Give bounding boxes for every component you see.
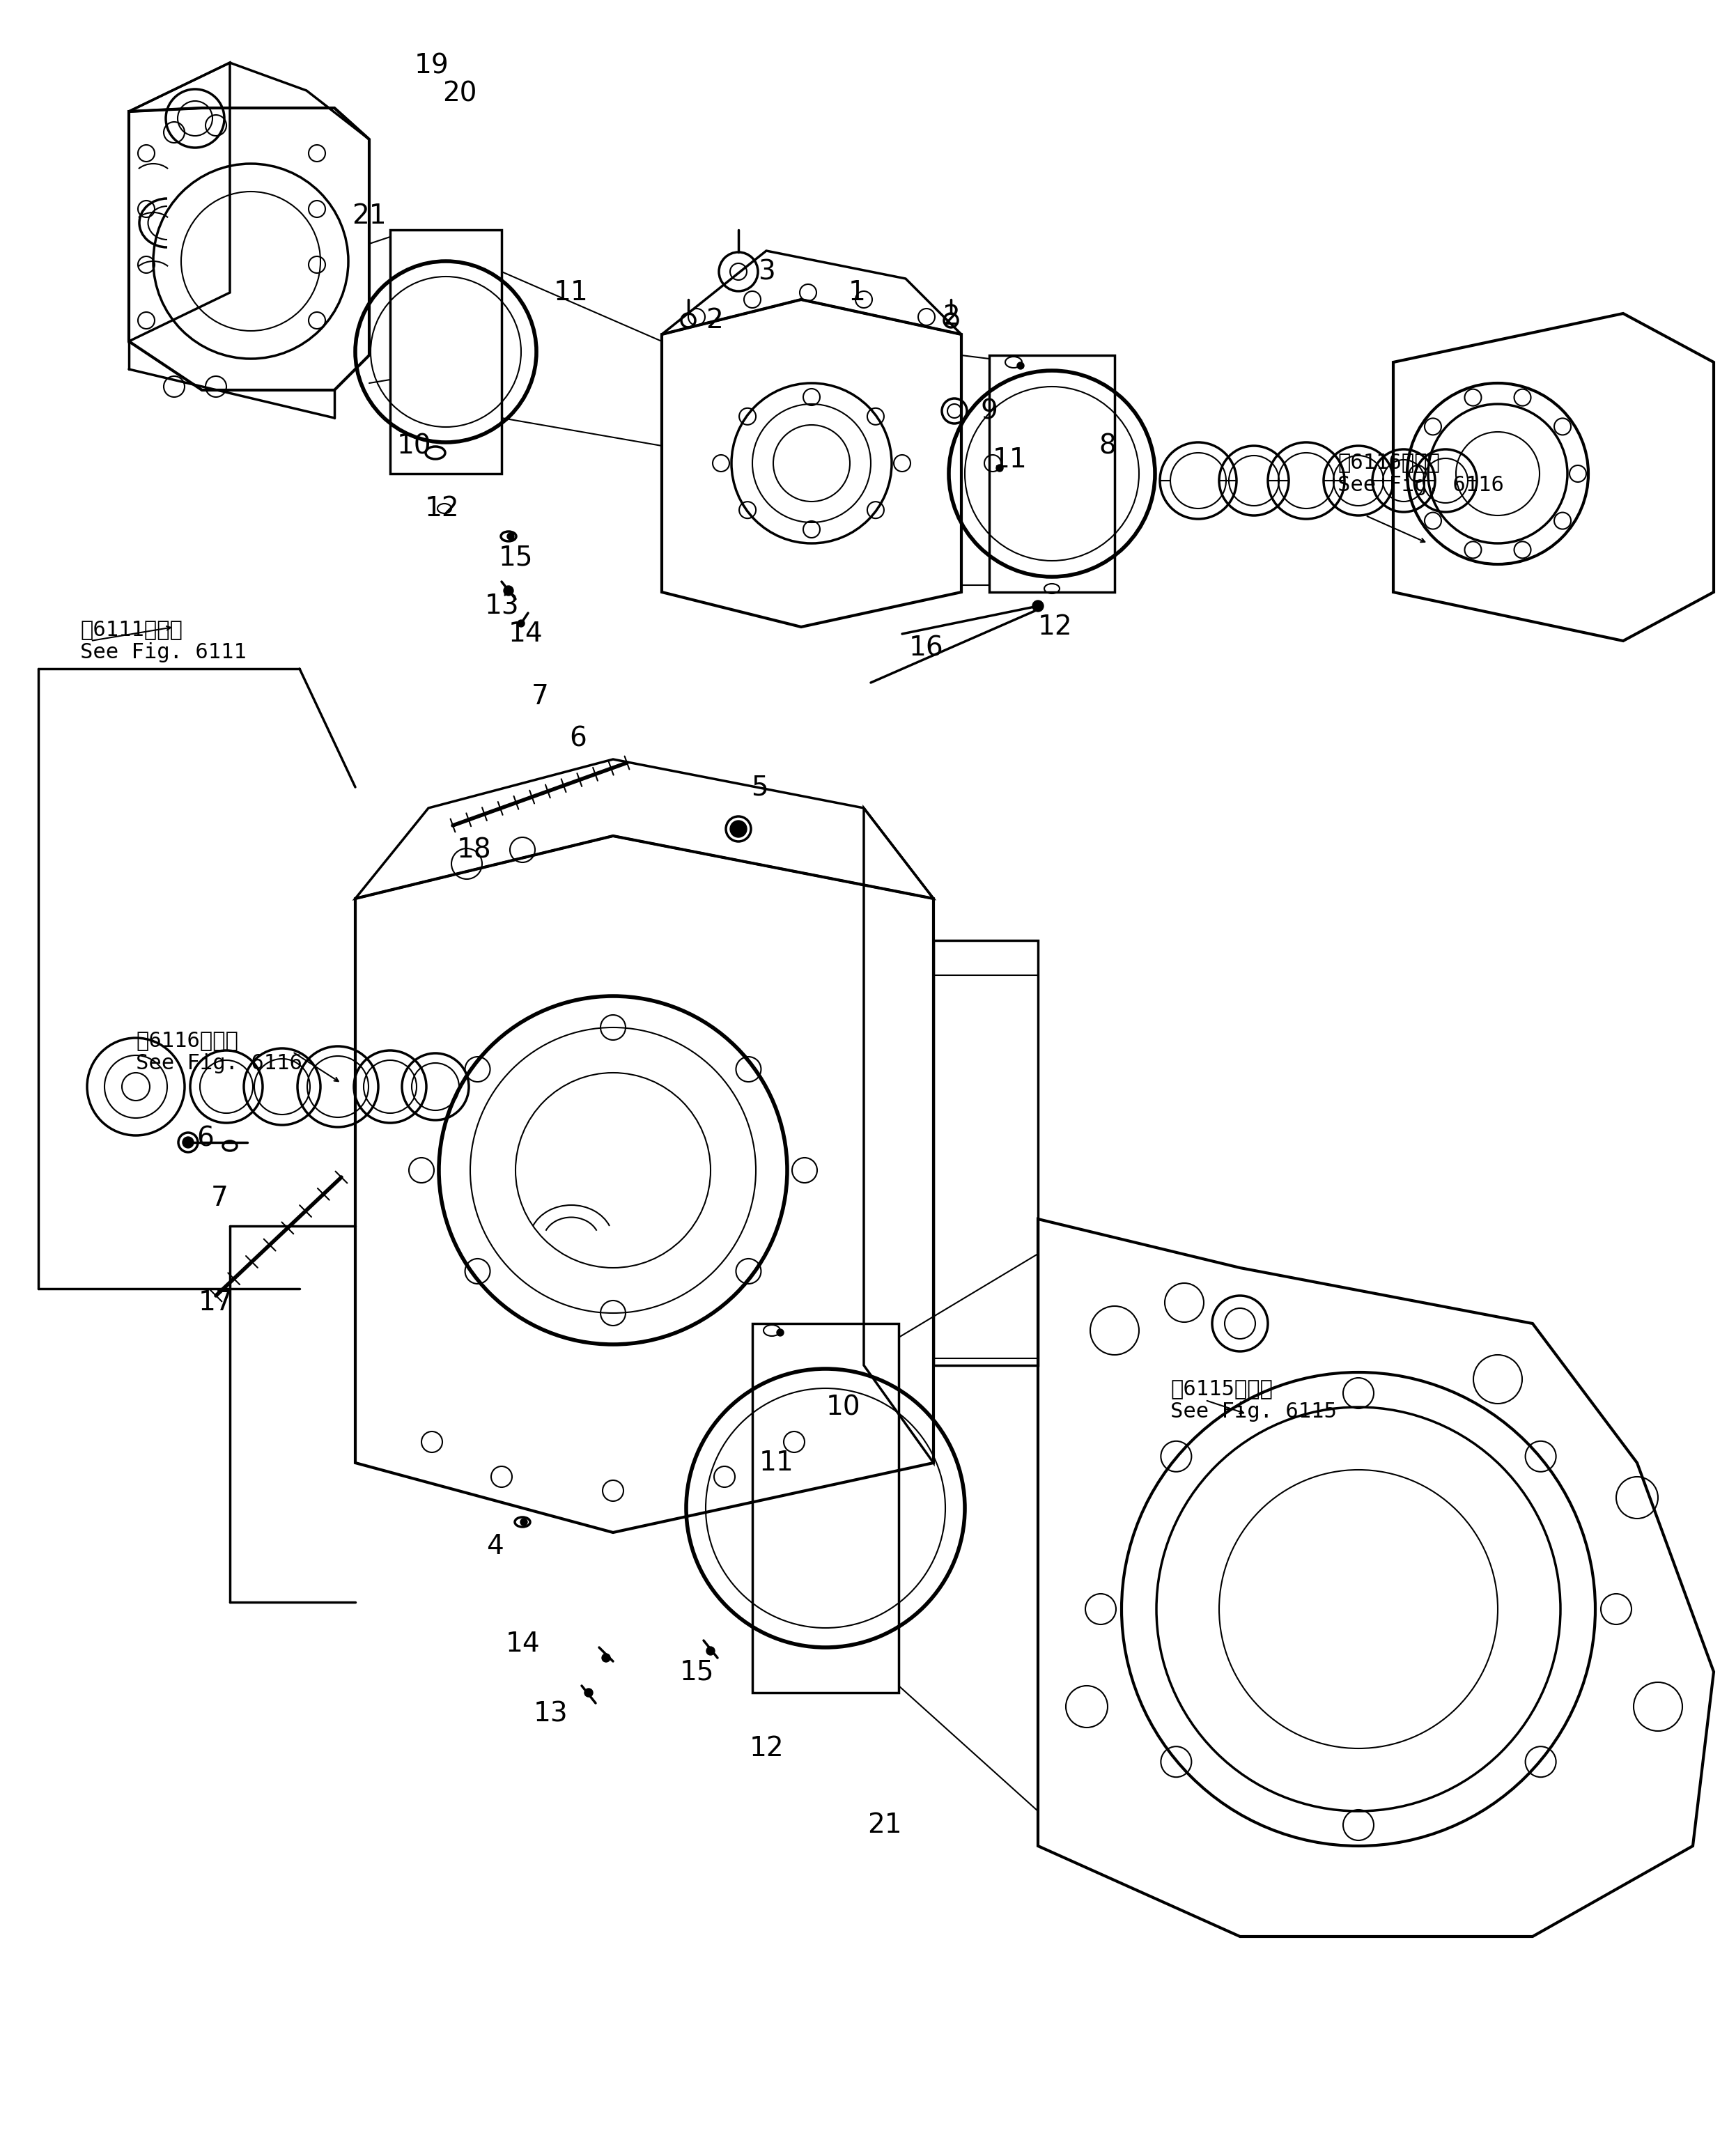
Text: 17: 17 bbox=[198, 1289, 233, 1315]
Text: 9: 9 bbox=[981, 398, 998, 424]
Text: 16: 16 bbox=[910, 634, 944, 662]
Text: 11: 11 bbox=[554, 278, 589, 306]
Text: 第6116図参照
See Fig. 6116: 第6116図参照 See Fig. 6116 bbox=[1337, 452, 1503, 495]
Circle shape bbox=[707, 1647, 715, 1656]
Text: 13: 13 bbox=[533, 1701, 568, 1726]
Circle shape bbox=[1017, 362, 1024, 368]
Text: 21: 21 bbox=[352, 203, 387, 229]
Text: 第6115図参照
See Fig. 6115: 第6115図参照 See Fig. 6115 bbox=[1170, 1377, 1337, 1422]
Text: 6: 6 bbox=[569, 726, 587, 752]
Text: 11: 11 bbox=[759, 1450, 793, 1476]
Circle shape bbox=[507, 533, 514, 540]
Circle shape bbox=[1033, 600, 1043, 613]
Circle shape bbox=[996, 465, 1003, 471]
Text: 21: 21 bbox=[868, 1812, 903, 1838]
Text: 10: 10 bbox=[826, 1394, 861, 1420]
Text: 第6111図参照
See Fig. 6111: 第6111図参照 See Fig. 6111 bbox=[80, 619, 247, 662]
Circle shape bbox=[182, 1137, 194, 1148]
Circle shape bbox=[521, 1519, 528, 1525]
Text: 第6116図参照
See Fig. 6116: 第6116図参照 See Fig. 6116 bbox=[135, 1030, 302, 1073]
Circle shape bbox=[776, 1328, 783, 1337]
Text: 2: 2 bbox=[705, 306, 722, 334]
Text: 2: 2 bbox=[943, 304, 960, 330]
Text: 18: 18 bbox=[457, 838, 491, 863]
Text: 7: 7 bbox=[531, 683, 549, 709]
Text: 20: 20 bbox=[443, 81, 477, 107]
Text: 12: 12 bbox=[748, 1735, 783, 1761]
Text: 3: 3 bbox=[757, 259, 774, 285]
Text: 11: 11 bbox=[993, 446, 1028, 473]
Circle shape bbox=[503, 585, 514, 595]
Circle shape bbox=[585, 1688, 592, 1696]
Text: 10: 10 bbox=[398, 433, 432, 458]
Text: 12: 12 bbox=[425, 495, 460, 523]
Circle shape bbox=[602, 1654, 611, 1662]
Text: 14: 14 bbox=[505, 1630, 540, 1658]
Text: 12: 12 bbox=[1038, 615, 1073, 640]
Text: 5: 5 bbox=[750, 773, 767, 801]
Circle shape bbox=[179, 1133, 198, 1152]
Text: 13: 13 bbox=[484, 593, 519, 619]
Text: 1: 1 bbox=[849, 278, 866, 306]
Text: 7: 7 bbox=[210, 1185, 227, 1212]
Circle shape bbox=[517, 619, 524, 628]
Text: 4: 4 bbox=[486, 1534, 503, 1559]
Text: 6: 6 bbox=[196, 1127, 214, 1152]
Text: 8: 8 bbox=[1099, 433, 1116, 458]
Text: 15: 15 bbox=[679, 1658, 713, 1686]
Circle shape bbox=[731, 820, 746, 838]
Text: 19: 19 bbox=[415, 54, 450, 79]
Text: 15: 15 bbox=[498, 544, 533, 570]
Text: 14: 14 bbox=[509, 621, 543, 647]
